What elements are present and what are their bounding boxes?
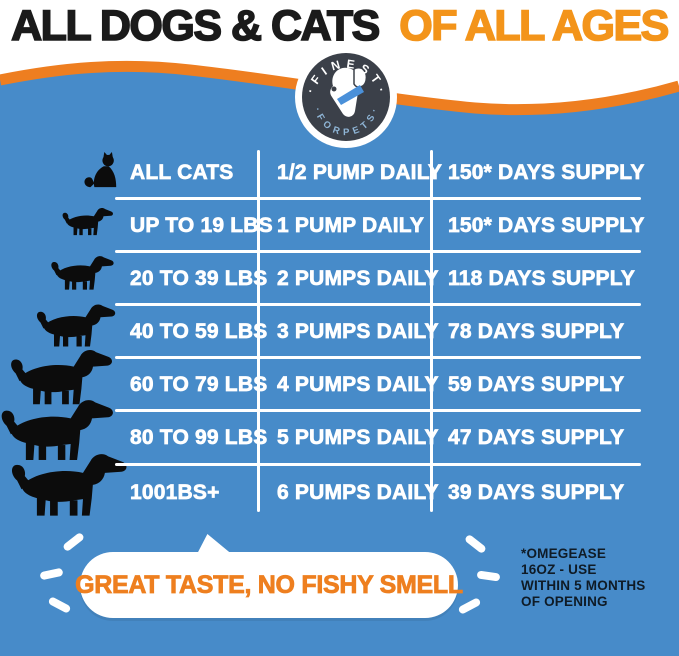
footnote-line: *OMEGEASE (521, 546, 607, 561)
dose-cell: 4 PUMPS DAILY (277, 373, 439, 397)
footnote: *OMEGEASE 16OZ - USE WITHIN 5 MONTHS OF … (521, 546, 646, 610)
footnote-line: OF OPENING (521, 594, 608, 609)
weight-cell: 80 TO 99 LBS (130, 426, 268, 450)
weight-cell: 60 TO 79 LBS (130, 373, 268, 397)
cat-icon (82, 152, 120, 190)
dose-cell: 1 PUMP DAILY (277, 214, 425, 238)
row-divider (115, 463, 641, 466)
supply-cell: 150* DAYS SUPPLY (448, 161, 645, 185)
page-title: ALL DOGS & CATS OF ALL AGES (0, 0, 679, 52)
weight-cell: 1001BS+ (130, 481, 220, 505)
speech-bubble: GREAT TASTE, NO FISHY SMELL (75, 552, 464, 618)
supply-cell: 47 DAYS SUPPLY (448, 426, 625, 450)
column-divider (257, 150, 260, 512)
dose-cell: 5 PUMPS DAILY (277, 426, 439, 450)
weight-cell: UP TO 19 LBS (130, 214, 273, 238)
dose-cell: 3 PUMPS DAILY (277, 320, 439, 344)
bubble-text: GREAT TASTE, NO FISHY SMELL (75, 570, 464, 599)
column-divider (430, 150, 433, 512)
dog-head-icon (330, 67, 368, 117)
weight-cell: 20 TO 39 LBS (130, 267, 268, 291)
supply-cell: 118 DAYS SUPPLY (448, 267, 636, 291)
row-divider (115, 303, 641, 306)
supply-cell: 150* DAYS SUPPLY (448, 214, 645, 238)
dose-cell: 1/2 PUMP DAILY (277, 161, 443, 185)
weight-cell: ALL CATS (130, 161, 234, 185)
dose-cell: 6 PUMPS DAILY (277, 481, 439, 505)
supply-cell: 59 DAYS SUPPLY (448, 373, 625, 397)
supply-cell: 39 DAYS SUPPLY (448, 481, 625, 505)
title-black-part: ALL DOGS & CATS (10, 1, 381, 51)
footnote-line: 16OZ - USE (521, 562, 597, 577)
row-divider (115, 409, 641, 412)
supply-cell: 78 DAYS SUPPLY (448, 320, 625, 344)
brand-badge: · F I N E S T · · F O R P E T S · (295, 46, 397, 148)
small-dog-icon (60, 207, 118, 242)
row-divider (115, 356, 641, 359)
footnote-line: WITHIN 5 MONTHS (521, 578, 646, 593)
dose-cell: 2 PUMPS DAILY (277, 267, 439, 291)
row-divider (115, 250, 641, 253)
row-divider (115, 197, 641, 200)
title-orange-part: OF ALL AGES (398, 1, 670, 51)
weight-cell: 40 TO 59 LBS (130, 320, 268, 344)
terrier-icon (48, 255, 120, 298)
